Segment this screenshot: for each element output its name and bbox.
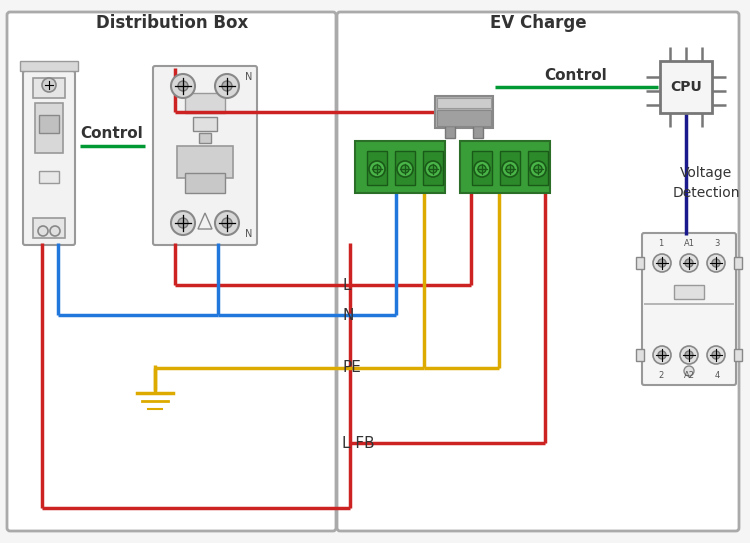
Circle shape xyxy=(178,81,188,91)
Bar xyxy=(660,61,712,113)
Text: EV Charge: EV Charge xyxy=(490,14,586,32)
Bar xyxy=(734,349,742,361)
Text: Voltage
Detection: Voltage Detection xyxy=(672,166,740,200)
Bar xyxy=(674,285,704,299)
Circle shape xyxy=(680,254,698,272)
Text: 2: 2 xyxy=(658,370,664,380)
Bar xyxy=(395,151,415,185)
Text: 1: 1 xyxy=(658,238,664,248)
Circle shape xyxy=(684,366,694,376)
Bar xyxy=(20,61,78,71)
Bar xyxy=(445,126,455,138)
Circle shape xyxy=(425,161,441,177)
Text: N: N xyxy=(342,307,353,323)
Text: N: N xyxy=(244,229,252,239)
Bar xyxy=(636,257,644,269)
Circle shape xyxy=(658,351,666,359)
Text: A2: A2 xyxy=(683,370,694,380)
Circle shape xyxy=(171,211,195,235)
Bar xyxy=(177,146,233,178)
Bar xyxy=(367,151,387,185)
Text: Control: Control xyxy=(81,125,143,141)
Circle shape xyxy=(685,259,693,267)
Text: L: L xyxy=(342,277,350,293)
FancyBboxPatch shape xyxy=(23,71,75,245)
Circle shape xyxy=(50,226,60,236)
Circle shape xyxy=(680,346,698,364)
Text: Control: Control xyxy=(544,67,608,83)
FancyBboxPatch shape xyxy=(642,233,736,385)
Circle shape xyxy=(397,161,413,177)
Circle shape xyxy=(658,259,666,267)
Text: N: N xyxy=(244,72,252,82)
Circle shape xyxy=(478,165,486,173)
Circle shape xyxy=(530,161,546,177)
Bar xyxy=(473,126,483,138)
Circle shape xyxy=(369,161,385,177)
Bar xyxy=(33,78,65,98)
Bar xyxy=(185,173,225,193)
Bar xyxy=(437,110,491,126)
Text: Distribution Box: Distribution Box xyxy=(96,14,248,32)
Circle shape xyxy=(215,74,239,98)
Circle shape xyxy=(653,254,671,272)
Circle shape xyxy=(707,254,725,272)
Bar xyxy=(528,151,548,185)
Bar xyxy=(185,93,225,113)
Bar xyxy=(39,171,59,183)
Circle shape xyxy=(474,161,490,177)
Text: PE: PE xyxy=(342,361,361,376)
Bar xyxy=(636,349,644,361)
Bar xyxy=(500,151,520,185)
Circle shape xyxy=(653,346,671,364)
Circle shape xyxy=(502,161,518,177)
Circle shape xyxy=(712,351,720,359)
Circle shape xyxy=(506,165,514,173)
Text: 3: 3 xyxy=(714,238,720,248)
Circle shape xyxy=(178,218,188,228)
Circle shape xyxy=(38,226,48,236)
Circle shape xyxy=(534,165,542,173)
Bar xyxy=(460,141,550,193)
Circle shape xyxy=(712,259,720,267)
Text: L FB: L FB xyxy=(342,435,375,451)
Bar xyxy=(355,141,445,193)
Bar xyxy=(193,117,217,131)
Circle shape xyxy=(222,81,232,91)
Bar xyxy=(199,133,211,143)
Circle shape xyxy=(373,165,381,173)
Circle shape xyxy=(707,346,725,364)
Bar xyxy=(472,151,492,185)
Bar xyxy=(35,103,63,153)
FancyBboxPatch shape xyxy=(337,12,739,531)
Bar xyxy=(734,257,742,269)
Bar xyxy=(435,96,493,128)
Text: CPU: CPU xyxy=(670,80,702,94)
Circle shape xyxy=(429,165,437,173)
Bar xyxy=(39,115,59,133)
Circle shape xyxy=(222,218,232,228)
Bar xyxy=(437,98,491,108)
Circle shape xyxy=(401,165,409,173)
Circle shape xyxy=(171,74,195,98)
Circle shape xyxy=(215,211,239,235)
Circle shape xyxy=(685,351,693,359)
Bar xyxy=(423,151,443,185)
FancyBboxPatch shape xyxy=(153,66,257,245)
Circle shape xyxy=(42,78,56,92)
Text: A1: A1 xyxy=(683,238,694,248)
Bar xyxy=(33,218,65,238)
Text: 4: 4 xyxy=(714,370,720,380)
FancyBboxPatch shape xyxy=(7,12,336,531)
